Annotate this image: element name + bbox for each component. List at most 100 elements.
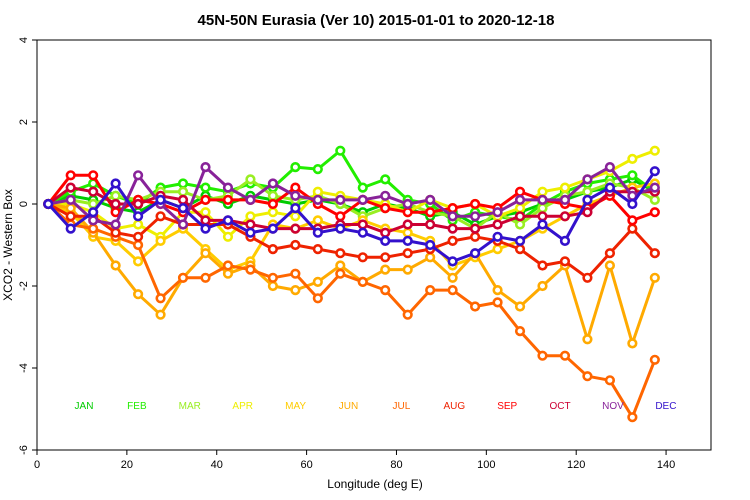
y-tick-label: 2 — [18, 119, 30, 125]
data-point — [514, 235, 526, 246]
data-point — [470, 301, 481, 312]
data-point — [425, 285, 436, 296]
series-nov — [43, 162, 660, 230]
data-point — [335, 260, 346, 271]
data-point — [447, 235, 458, 246]
data-point — [312, 186, 323, 197]
data-point — [380, 252, 391, 263]
series-line — [48, 149, 656, 239]
legend-entry-jun: JUN — [339, 401, 358, 412]
data-point — [200, 248, 211, 259]
data-point — [604, 248, 616, 259]
data-point — [290, 239, 301, 251]
data-point — [133, 231, 144, 242]
y-tick-label: -2 — [18, 281, 30, 291]
data-point — [133, 256, 144, 267]
legend-entry-may: MAY — [285, 401, 306, 412]
data-point — [155, 293, 166, 304]
data-point — [133, 170, 144, 181]
data-point — [222, 182, 234, 193]
data-point — [582, 334, 593, 345]
data-point — [65, 170, 76, 181]
data-point — [447, 285, 458, 296]
data-point — [492, 231, 503, 242]
data-point — [267, 198, 279, 210]
data-point — [380, 235, 391, 246]
data-point — [267, 223, 279, 234]
data-point — [290, 182, 301, 193]
series-line — [47, 202, 657, 419]
data-point — [177, 186, 189, 197]
data-point — [649, 248, 660, 259]
data-point — [312, 244, 323, 255]
data-point — [470, 198, 481, 210]
legend-entry-feb: FEB — [127, 401, 147, 412]
data-point — [649, 207, 660, 218]
x-tick-label: 0 — [34, 459, 40, 471]
data-point — [200, 223, 211, 234]
data-point — [582, 207, 593, 218]
data-point — [357, 252, 368, 263]
data-point — [267, 190, 279, 201]
data-point — [537, 203, 548, 214]
data-point — [402, 264, 413, 275]
data-point — [110, 227, 121, 238]
data-point — [245, 227, 256, 238]
data-point — [582, 371, 593, 382]
data-point — [88, 170, 99, 181]
data-point — [380, 264, 391, 275]
data-point — [110, 260, 121, 271]
data-point — [335, 223, 346, 234]
data-point — [177, 194, 189, 205]
data-point — [492, 297, 503, 308]
legend-entry-mar: MAR — [179, 401, 201, 412]
data-point — [514, 301, 526, 312]
data-point — [133, 211, 144, 222]
data-point — [133, 289, 144, 300]
data-point — [537, 186, 548, 197]
data-point — [604, 162, 616, 173]
data-point — [514, 194, 526, 205]
data-point — [649, 182, 660, 193]
x-tick-label: 60 — [300, 459, 312, 471]
data-point — [335, 248, 346, 259]
data-point — [537, 219, 548, 230]
legend-entry-jan: JAN — [75, 401, 94, 412]
data-point — [155, 235, 166, 246]
data-point — [290, 285, 301, 296]
data-point — [312, 194, 323, 205]
data-point — [537, 211, 548, 222]
series-layer — [43, 145, 660, 423]
data-point — [604, 260, 616, 271]
legend-entry-jul: JUL — [393, 401, 411, 412]
data-point — [582, 194, 593, 205]
data-point — [514, 219, 526, 230]
data-point — [267, 244, 279, 255]
data-point — [627, 215, 638, 226]
data-point — [245, 211, 256, 222]
data-point — [357, 219, 368, 230]
data-point — [335, 268, 346, 279]
legend-entry-aug: AUG — [443, 401, 465, 412]
data-point — [447, 211, 458, 222]
data-point — [357, 227, 368, 238]
data-point — [559, 350, 571, 361]
data-point — [380, 190, 391, 201]
data-point — [402, 198, 413, 210]
data-point — [470, 223, 481, 234]
data-point — [290, 268, 301, 279]
data-point — [312, 276, 323, 288]
data-point — [200, 215, 211, 226]
series-line — [47, 202, 657, 345]
data-point — [335, 145, 346, 156]
data-point — [335, 194, 346, 205]
data-point — [402, 235, 413, 246]
data-point — [110, 219, 121, 230]
data-point — [537, 260, 548, 271]
data-point — [177, 178, 189, 189]
data-point — [245, 174, 256, 185]
data-point — [245, 219, 256, 230]
data-point — [200, 207, 211, 218]
data-point — [604, 375, 616, 386]
data-point — [65, 182, 76, 193]
